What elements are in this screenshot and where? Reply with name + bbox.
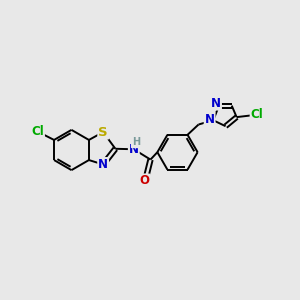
Text: H: H — [132, 137, 140, 147]
Text: N: N — [211, 97, 221, 110]
Text: N: N — [129, 143, 139, 156]
Text: S: S — [98, 126, 108, 139]
Text: N: N — [98, 158, 108, 171]
Text: N: N — [205, 112, 214, 126]
Text: O: O — [139, 174, 149, 188]
Text: Cl: Cl — [31, 125, 44, 138]
Text: Cl: Cl — [250, 108, 263, 121]
